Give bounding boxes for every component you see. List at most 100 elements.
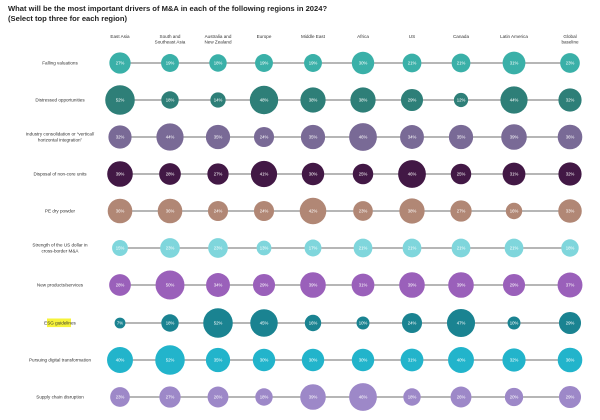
column-header: Middle East xyxy=(301,34,326,39)
bubble-value-label: 44% xyxy=(166,135,175,140)
bubble-value-label: 34% xyxy=(214,283,223,288)
bubble xyxy=(112,240,128,256)
bubble-value-label: 28% xyxy=(166,172,175,177)
bubble-value-label: 46% xyxy=(359,395,368,400)
bubble-value-label: 21% xyxy=(408,61,417,66)
bubble-value-label: 52% xyxy=(116,98,125,103)
bubble-value-label: 23% xyxy=(116,395,125,400)
bubble xyxy=(206,273,230,297)
bubble xyxy=(399,272,425,298)
bubble xyxy=(109,52,131,74)
bubble-value-label: 19% xyxy=(166,61,175,66)
bubble xyxy=(108,125,132,149)
bubble-value-label: 39% xyxy=(510,135,519,140)
bubble xyxy=(505,202,523,220)
bubble-value-label: 38% xyxy=(309,98,318,103)
bubble xyxy=(107,161,133,187)
column-header: Canada xyxy=(453,34,470,39)
bubble-value-label: 36% xyxy=(116,209,125,214)
bubble xyxy=(356,316,370,330)
row-label: Supply chain disruption xyxy=(36,395,84,400)
row-label: PE dry powder xyxy=(45,209,76,214)
column-header: Europe xyxy=(257,34,272,39)
bubble-value-label: 18% xyxy=(214,61,223,66)
bubble xyxy=(105,85,135,115)
column-header: South and Southeast Asia xyxy=(155,34,186,45)
bubble xyxy=(400,348,424,372)
row-label: Industry consolidation or “vertical/hori… xyxy=(26,132,95,143)
bubble-value-label: 21% xyxy=(408,246,417,251)
bubble-value-label: 19% xyxy=(309,61,318,66)
bubble-value-label: 31% xyxy=(510,61,519,66)
bubble xyxy=(349,383,377,411)
bubble-value-label: 16% xyxy=(510,209,519,214)
bubble-value-label: 16% xyxy=(309,321,318,326)
bubble-value-label: 24% xyxy=(214,209,223,214)
bubble-value-label: 39% xyxy=(408,283,417,288)
bubble xyxy=(502,162,526,186)
bubble xyxy=(558,88,582,112)
bubble xyxy=(399,198,425,224)
bubble-value-label: 40% xyxy=(457,358,466,363)
bubble xyxy=(161,54,179,72)
bubble xyxy=(351,348,375,372)
column-header: Africa xyxy=(357,34,369,39)
bubble-value-label: 35% xyxy=(457,135,466,140)
bubble xyxy=(450,200,472,222)
bubble-value-label: 46% xyxy=(359,135,368,140)
bubble-value-label: 32% xyxy=(566,172,575,177)
bubble-value-label: 18% xyxy=(566,246,575,251)
bubble xyxy=(256,240,272,256)
bubble-value-label: 37% xyxy=(566,283,575,288)
bubble xyxy=(205,347,231,373)
bubble-value-label: 23% xyxy=(359,209,368,214)
bubble xyxy=(304,239,322,257)
bubble xyxy=(160,238,180,258)
bubble xyxy=(249,85,279,115)
bubble-value-label: 45% xyxy=(260,321,269,326)
bubble-value-label: 26% xyxy=(214,395,223,400)
column-header: US xyxy=(409,34,415,39)
bubble-value-label: 38% xyxy=(359,98,368,103)
bubble xyxy=(300,124,326,150)
bubble xyxy=(109,274,131,296)
bubble-value-label: 30% xyxy=(309,358,318,363)
column-header: Global baseline xyxy=(561,34,579,45)
bubble xyxy=(402,238,422,258)
bubble xyxy=(451,53,471,73)
bubble xyxy=(558,385,582,409)
bubble xyxy=(253,126,275,148)
bubble xyxy=(558,199,582,223)
bubble xyxy=(502,51,526,75)
bubble-value-label: 18% xyxy=(260,395,269,400)
bubble-value-label: 24% xyxy=(260,209,269,214)
bubble-value-label: 28% xyxy=(116,283,125,288)
bubble xyxy=(255,388,273,406)
bubble-value-label: 48% xyxy=(260,98,269,103)
bubble xyxy=(504,387,524,407)
bubble xyxy=(300,87,326,113)
chart-title: What will be the most important drivers … xyxy=(8,4,328,23)
bubble-value-label: 27% xyxy=(116,61,125,66)
bubble-value-label: 27% xyxy=(166,395,175,400)
bubble xyxy=(159,163,181,185)
bubble-value-label: 20% xyxy=(510,395,519,400)
bubble xyxy=(504,238,524,258)
bubble xyxy=(453,92,469,108)
bubble xyxy=(350,87,376,113)
bubble xyxy=(110,387,130,407)
bubble xyxy=(250,160,278,188)
bubble xyxy=(252,348,276,372)
bubble xyxy=(205,124,231,150)
bubble xyxy=(501,124,527,150)
bubble xyxy=(156,123,184,151)
bubble-value-label: 32% xyxy=(510,358,519,363)
column-header: East Asia xyxy=(110,34,130,39)
bubble-value-label: 12% xyxy=(457,98,466,103)
bubble xyxy=(448,272,474,298)
bubble xyxy=(451,238,471,258)
bubble-value-label: 19% xyxy=(260,61,269,66)
bubble-value-label: 10% xyxy=(359,321,368,326)
